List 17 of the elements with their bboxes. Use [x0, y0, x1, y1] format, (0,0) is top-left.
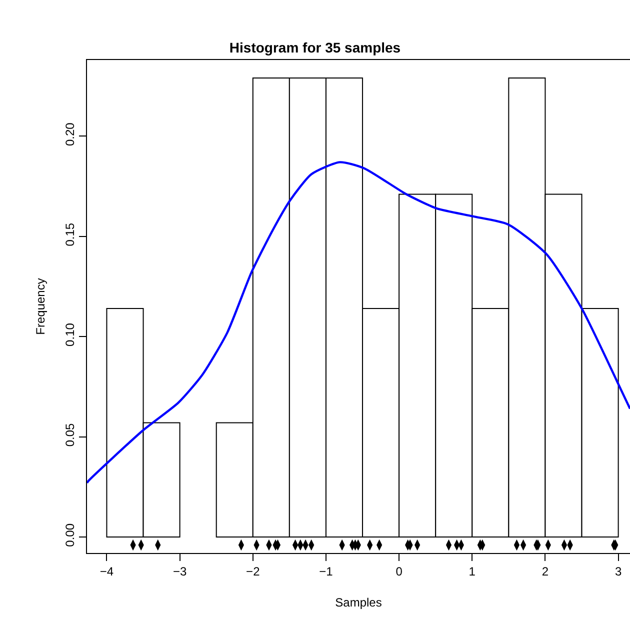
y-tick-label: 0.15 — [63, 222, 78, 246]
x-tick-label: 3 — [614, 564, 622, 578]
x-tick-label: 2 — [542, 564, 549, 578]
y-tick-label: 0.20 — [63, 122, 78, 146]
y-axis-title: Frequency — [34, 278, 48, 335]
x-tick-label: −3 — [172, 564, 187, 578]
x-tick-label: −1 — [319, 564, 334, 578]
x-tick-label: 0 — [396, 564, 403, 578]
line-series — [87, 161, 630, 484]
x-tick-label: −2 — [246, 564, 260, 578]
y-tick-label: 0.00 — [63, 523, 78, 547]
chart-title: Histogram for 35 samples — [229, 39, 401, 56]
y-tick-label: 0.05 — [63, 422, 78, 447]
x-axis-title: Samples — [335, 595, 382, 610]
y-tick-label: 0.10 — [63, 322, 78, 346]
x-tick-label: 1 — [468, 564, 476, 578]
x-tick-label: −4 — [100, 564, 114, 578]
